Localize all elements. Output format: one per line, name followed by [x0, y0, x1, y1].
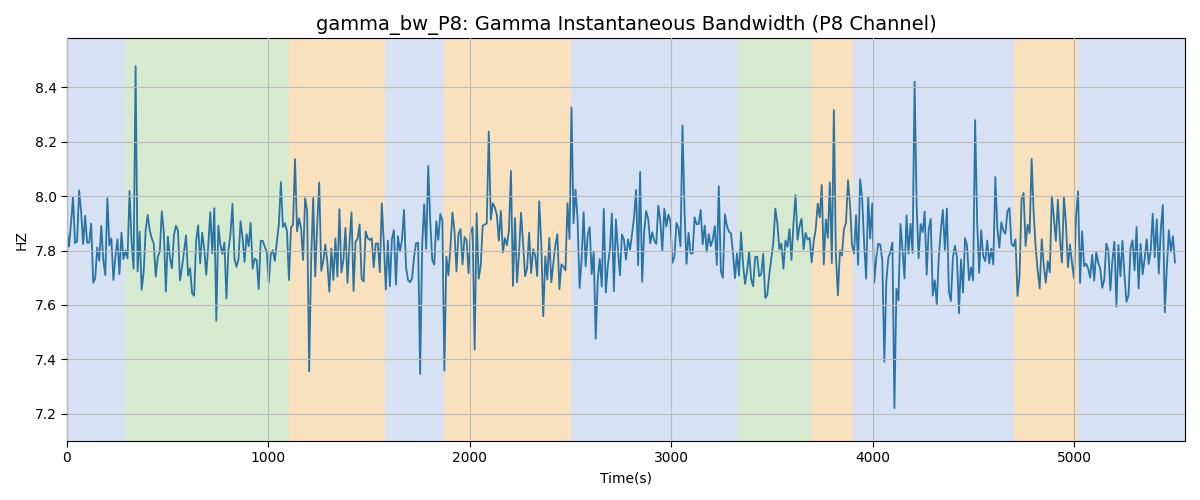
X-axis label: Time(s): Time(s): [600, 471, 652, 485]
Bar: [385, 38, 444, 441]
Bar: [288, 38, 385, 441]
Bar: [683, 38, 688, 441]
Bar: [1014, 38, 1079, 441]
Bar: [688, 38, 738, 441]
Title: gamma_bw_P8: Gamma Instantaneous Bandwidth (P8 Channel): gamma_bw_P8: Gamma Instantaneous Bandwid…: [316, 15, 936, 35]
Bar: [812, 38, 853, 441]
Bar: [738, 38, 812, 441]
Bar: [1079, 38, 1186, 441]
Bar: [570, 38, 683, 441]
Bar: [853, 38, 1014, 441]
Bar: [444, 38, 570, 441]
Bar: [125, 38, 288, 441]
Bar: [67, 38, 125, 441]
Y-axis label: HZ: HZ: [14, 230, 29, 250]
